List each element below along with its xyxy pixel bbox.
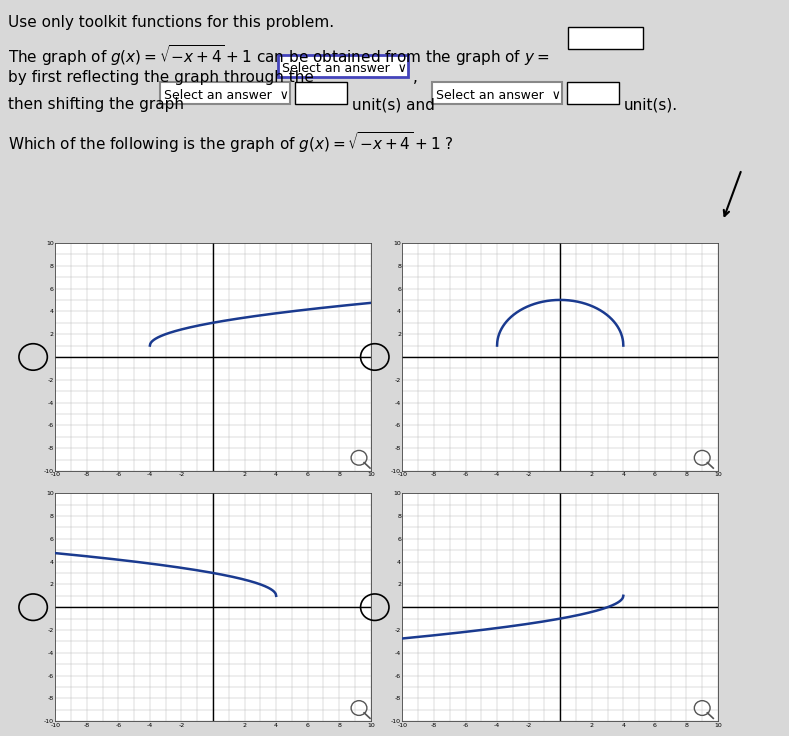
Bar: [568, 27, 643, 49]
Text: by first reflecting the graph through the: by first reflecting the graph through th…: [8, 70, 314, 85]
Text: then shifting the graph: then shifting the graph: [8, 97, 184, 112]
Text: Which of the following is the graph of $g(x)=\sqrt{-x+4}+1$ ?: Which of the following is the graph of $…: [8, 130, 454, 155]
Text: The graph of $g(x)=\sqrt{-x+4}+1$ can be obtained from the graph of $y=$: The graph of $g(x)=\sqrt{-x+4}+1$ can be…: [8, 43, 549, 68]
Bar: [432, 82, 562, 105]
Text: Select an answer  ∨: Select an answer ∨: [164, 89, 289, 102]
Bar: [567, 82, 619, 105]
Text: ,: ,: [413, 70, 418, 85]
Text: unit(s).: unit(s).: [624, 97, 678, 112]
Text: unit(s) and: unit(s) and: [352, 97, 435, 112]
Text: Use only toolkit functions for this problem.: Use only toolkit functions for this prob…: [8, 15, 334, 30]
Text: Select an answer  ∨: Select an answer ∨: [436, 89, 561, 102]
Bar: [278, 55, 408, 77]
Bar: [295, 82, 347, 105]
Text: Select an answer  ∨: Select an answer ∨: [282, 62, 407, 75]
Bar: [160, 82, 290, 105]
